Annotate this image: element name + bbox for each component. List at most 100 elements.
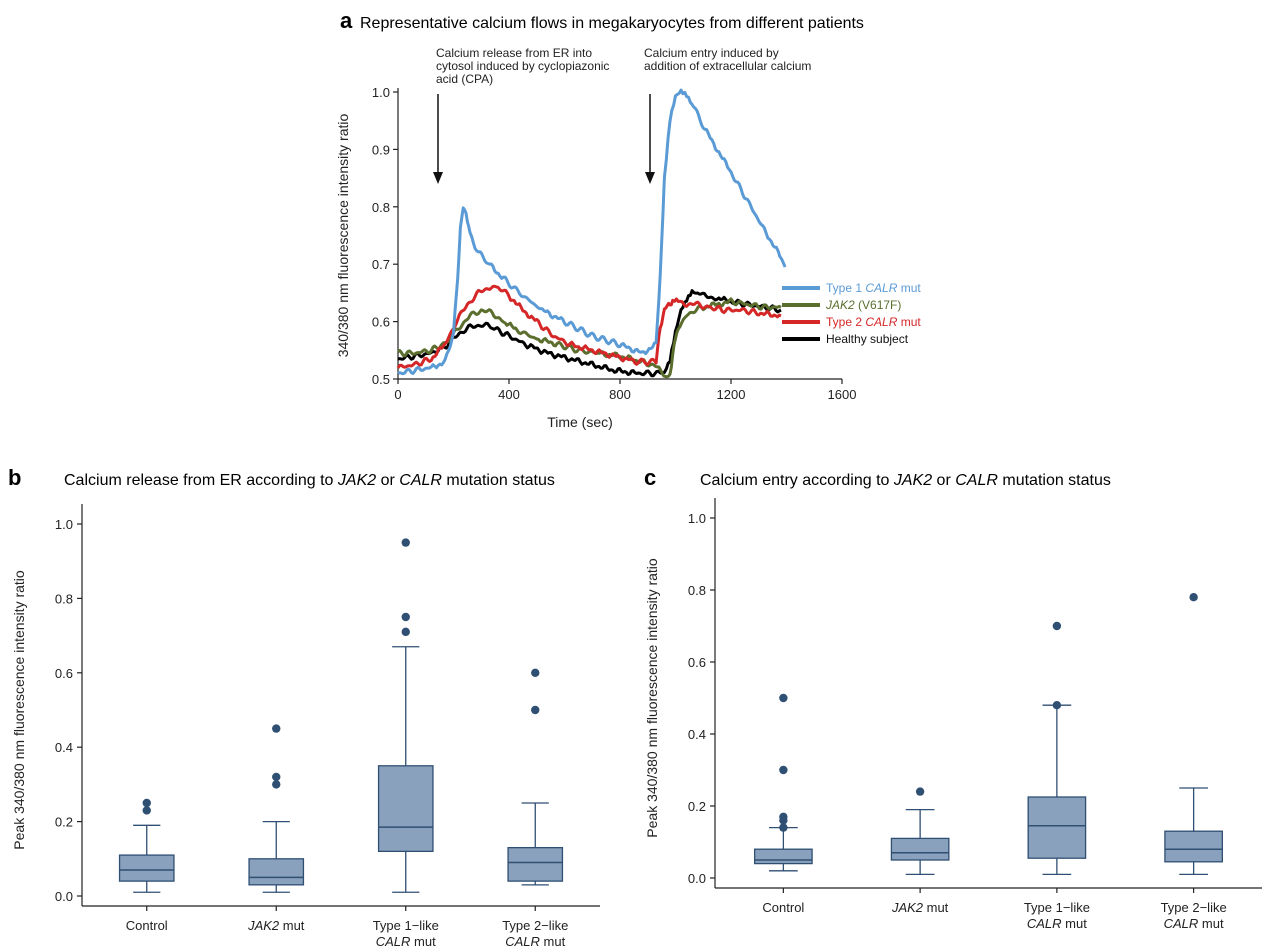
panel-b-outlier-point bbox=[272, 724, 281, 733]
panel-a-annotation-1-line: Calcium release from ER into bbox=[436, 46, 592, 60]
legend-label-italic: CALR bbox=[865, 315, 897, 329]
panel-c-y-tick-label: 0.6 bbox=[688, 655, 706, 670]
panel-c-outlier-point bbox=[779, 693, 788, 703]
tick-label-italic: CALR bbox=[1027, 916, 1062, 931]
panel-c-y-tick-label: 0.4 bbox=[688, 727, 706, 742]
panel-c-x-tick-label: Type 2−like bbox=[1161, 900, 1227, 915]
panel-c-title: Calcium entry according to JAK2 or CALR … bbox=[700, 472, 1111, 489]
panel-a-legend-label: JAK2 (V617F) bbox=[825, 298, 901, 312]
panel-b-x-tick-label: Type 1−like bbox=[373, 918, 439, 933]
panel-c-y-tick-label: 0.8 bbox=[688, 583, 706, 598]
panel-a-legend-label: Type 1 CALR mut bbox=[826, 281, 921, 295]
panel-b-box-chart: 0.0 0.2 0.4 0.6 0.8 1.0 Peak 340/380 nm fluore… bbox=[11, 504, 600, 949]
panel-b-outlier-point bbox=[272, 780, 281, 789]
tick-label-part: mut bbox=[1062, 916, 1088, 931]
panel-b-y-tick-label: 0.6 bbox=[55, 666, 73, 681]
panel-b-y-tick-label: 0.0 bbox=[55, 889, 73, 904]
panel-b-box bbox=[507, 846, 564, 882]
panel-c-y-tick-label: 1.0 bbox=[688, 511, 706, 526]
panel-b-y-tick-label: 0.4 bbox=[55, 740, 73, 755]
panel-c-y-tick-label: 0.2 bbox=[688, 799, 706, 814]
panel-a-annotation-2-line: addition of extracellular calcium bbox=[644, 59, 811, 73]
panel-a-series-line bbox=[397, 289, 782, 378]
tick-label-part: Type 2−like bbox=[502, 918, 568, 933]
panel-c-x-tick-label-line2: CALR mut bbox=[1027, 916, 1087, 931]
panel-a-y-tick-label: 0.6 bbox=[372, 315, 390, 330]
panel-b-outlier-point bbox=[531, 705, 540, 715]
panel-c-outlier-point bbox=[1052, 621, 1062, 631]
tick-label-italic: CALR bbox=[505, 934, 540, 949]
panel-c-outlier-point bbox=[779, 765, 788, 775]
panel-c-letter: c bbox=[644, 465, 656, 490]
panel-b-outlier-point bbox=[401, 627, 410, 637]
panel-c-box bbox=[1164, 830, 1223, 863]
panel-c-x-tick-label-line2: CALR mut bbox=[1164, 916, 1224, 931]
panel-a-x-tick-label: 1200 bbox=[717, 387, 746, 402]
panel-a-arrow-2-head bbox=[645, 172, 655, 184]
panel-a-legend-label: Type 2 CALR mut bbox=[826, 315, 921, 329]
tick-label-part: Type 1−like bbox=[1024, 900, 1090, 915]
panel-b-x-tick-label: JAK2 mut bbox=[247, 918, 305, 933]
panel-a-annotation-2-line: Calcium entry induced by bbox=[644, 46, 779, 60]
panel-a-arrow-1-head bbox=[433, 172, 443, 184]
panel-c-outlier-point bbox=[1189, 593, 1198, 602]
legend-label-italic: CALR bbox=[865, 281, 897, 295]
panel-b-y-tick-label: 0.8 bbox=[55, 591, 73, 606]
panel-c-outlier-point bbox=[915, 787, 925, 796]
tick-label-italic: JAK2 bbox=[247, 918, 280, 933]
panel-c-y-axis-label: Peak 340/380 nm fluorescence intensity r… bbox=[644, 558, 660, 838]
panel-a-y-axis-label: 340/380 nm fluorescence intensity ratio bbox=[335, 113, 351, 357]
tick-label-italic: CALR bbox=[1164, 916, 1199, 931]
panel-b-x-tick-label: Type 2−like bbox=[502, 918, 568, 933]
tick-label-italic: JAK2 bbox=[891, 900, 924, 915]
panel-b-outlier-point bbox=[142, 806, 151, 815]
panel-b-x-tick-label-line2: CALR mut bbox=[376, 934, 436, 949]
tick-label-part: mut bbox=[279, 918, 305, 933]
panel-b-y-tick-label: 0.2 bbox=[55, 815, 73, 830]
panel-a-legend-label: Healthy subject bbox=[826, 332, 909, 346]
panel-b-x-tick-label: Control bbox=[126, 918, 168, 933]
panel-a-y-tick-label: 0.7 bbox=[372, 257, 390, 272]
panel-a-y-tick-label: 1.0 bbox=[372, 85, 390, 100]
legend-label-part: Healthy subject bbox=[826, 332, 909, 346]
panel-b-outlier-point bbox=[142, 798, 151, 808]
panel-a-line-chart: 0 400 800 1200 1600 0.5 0.6 0.7 0.8 0.9 1.0 Time (s… bbox=[335, 46, 921, 430]
legend-label-part: Type 2 bbox=[826, 315, 865, 329]
tick-label-part: Control bbox=[762, 900, 804, 915]
panel-b-outlier-point bbox=[401, 538, 410, 547]
panel-a-y-tick-label: 0.9 bbox=[372, 142, 390, 157]
legend-label-italic: JAK2 bbox=[825, 298, 855, 312]
panel-c-outlier-point bbox=[779, 823, 788, 832]
panel-c-box bbox=[754, 848, 813, 865]
tick-label-part: mut bbox=[540, 934, 566, 949]
panel-c-outlier-point bbox=[779, 812, 788, 821]
panel-c-x-tick-label: Type 1−like bbox=[1024, 900, 1090, 915]
tick-label-italic: CALR bbox=[376, 934, 411, 949]
panel-a-title: Representative calcium flows in megakary… bbox=[360, 15, 864, 32]
panel-a-annotation-1-line: acid (CPA) bbox=[436, 72, 493, 86]
panel-b-box bbox=[118, 854, 175, 882]
panel-b-box bbox=[377, 765, 434, 853]
panel-c-box bbox=[890, 837, 950, 861]
panel-b-x-tick-label-line2: CALR mut bbox=[505, 934, 565, 949]
panel-a-series-line bbox=[396, 284, 782, 369]
panel-a-series-line bbox=[397, 88, 787, 376]
panel-c-x-tick-label: JAK2 mut bbox=[891, 900, 949, 915]
panel-b-title: Calcium release from ER according to JAK… bbox=[64, 472, 555, 489]
tick-label-part: Type 2−like bbox=[1161, 900, 1227, 915]
panel-a-series-line bbox=[397, 297, 782, 379]
panel-a-letter: a bbox=[340, 8, 353, 33]
panel-a-x-tick-label: 400 bbox=[498, 387, 520, 402]
panel-c-outlier-point bbox=[1052, 701, 1062, 710]
panel-b-outlier-point bbox=[531, 668, 540, 677]
panel-c-box-chart: 0.0 0.2 0.4 0.6 0.8 1.0 Peak 340/380 nm fluore… bbox=[644, 498, 1262, 931]
panel-c-box bbox=[1027, 796, 1087, 859]
tick-label-part: Type 1−like bbox=[373, 918, 439, 933]
panel-c-x-tick-label: Control bbox=[762, 900, 804, 915]
panel-a-x-tick-label: 0 bbox=[394, 387, 401, 402]
panel-b-y-tick-label: 1.0 bbox=[55, 517, 73, 532]
tick-label-part: Control bbox=[126, 918, 168, 933]
panel-a-y-tick-label: 0.5 bbox=[372, 372, 390, 387]
legend-label-part: Type 1 bbox=[826, 281, 865, 295]
